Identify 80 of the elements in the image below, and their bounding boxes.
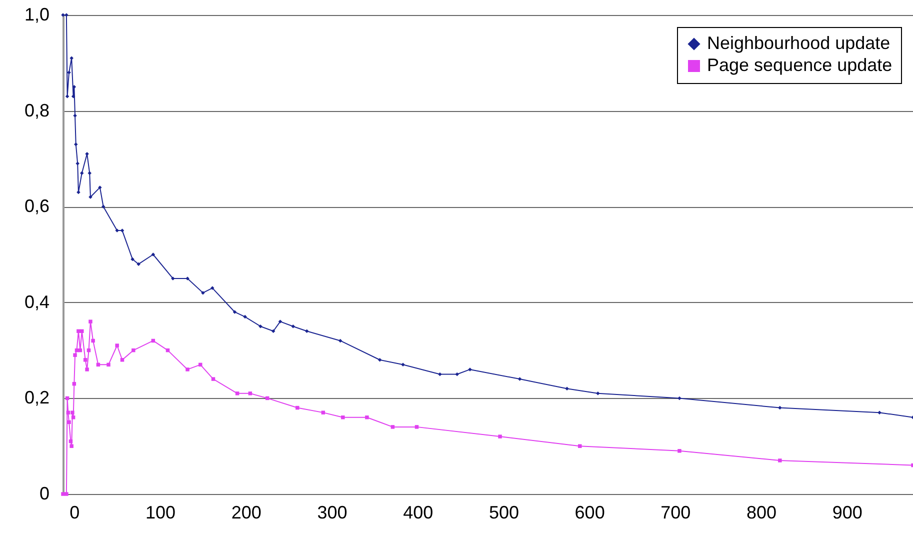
x-tick-label: 300 [317, 502, 348, 522]
point [321, 410, 326, 414]
point [171, 276, 175, 280]
point [365, 415, 369, 420]
point [88, 171, 92, 175]
point [80, 329, 84, 334]
point [106, 362, 110, 367]
point [341, 415, 345, 420]
point [498, 434, 502, 438]
x-tick-label: 400 [403, 502, 434, 522]
y-tick-label: 1,0 [24, 4, 50, 24]
y-tick-label: 0,4 [24, 292, 50, 312]
point [678, 449, 682, 453]
point [85, 368, 89, 372]
x-tick-label: 500 [488, 502, 519, 522]
point [91, 338, 95, 343]
point [120, 228, 124, 232]
point [518, 377, 522, 381]
point [304, 329, 309, 334]
legend-label: Neighbourhood update [707, 33, 890, 53]
point [70, 56, 74, 60]
point [74, 142, 78, 146]
point [66, 410, 70, 414]
point [235, 392, 240, 396]
point [65, 94, 70, 98]
point [232, 310, 237, 314]
point [76, 190, 80, 194]
point [578, 444, 582, 448]
point [414, 425, 419, 429]
point [98, 186, 102, 190]
point [73, 353, 77, 357]
x-tick-label: 700 [660, 502, 691, 522]
point [278, 320, 282, 324]
point [378, 358, 382, 362]
point [678, 396, 682, 400]
y-tick-label: 0,6 [24, 196, 50, 216]
point [130, 257, 134, 262]
point [296, 406, 300, 410]
point [151, 252, 156, 256]
point [201, 290, 205, 295]
x-tick-label: 800 [746, 502, 777, 522]
y-tick-label: 0 [39, 484, 50, 504]
point [186, 368, 190, 372]
x-tick-label: 600 [574, 502, 605, 522]
point [271, 329, 276, 334]
point [120, 358, 124, 362]
point [61, 492, 65, 496]
x-tick-label: 900 [832, 502, 862, 522]
point [67, 420, 71, 424]
point [401, 362, 405, 367]
point [455, 372, 459, 376]
point [596, 392, 600, 396]
point [778, 458, 782, 462]
point [258, 324, 262, 328]
x-tick-label: 200 [231, 502, 262, 522]
point [438, 372, 442, 376]
point [64, 492, 68, 496]
point [80, 171, 84, 175]
point [210, 286, 214, 290]
point [291, 324, 295, 328]
point [136, 262, 140, 266]
x-tick-label: 100 [145, 502, 176, 522]
point [211, 377, 216, 381]
point [101, 204, 106, 208]
point [132, 348, 136, 352]
y-tick-label: 0,8 [24, 100, 50, 120]
y-tick-label: 0,2 [24, 388, 50, 408]
point [72, 84, 76, 89]
point [70, 444, 74, 448]
point [243, 314, 247, 319]
point [88, 320, 92, 324]
point [70, 410, 74, 414]
point [390, 425, 395, 429]
x-tick-label: 0 [70, 502, 80, 522]
point [71, 94, 76, 98]
point [115, 344, 119, 348]
point [778, 406, 782, 410]
point [83, 358, 88, 362]
legend-label: Page sequence update [707, 55, 892, 75]
point [248, 392, 252, 396]
